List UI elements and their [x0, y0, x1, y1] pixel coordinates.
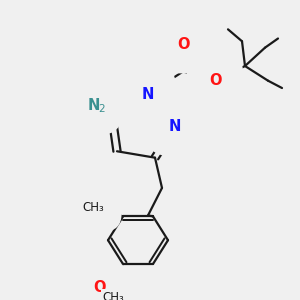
Text: O: O	[93, 280, 105, 296]
Text: O: O	[177, 37, 189, 52]
Text: H: H	[82, 90, 90, 103]
Text: N: N	[88, 98, 100, 113]
Text: N: N	[169, 119, 181, 134]
Text: CH₃: CH₃	[102, 290, 124, 300]
Text: 2: 2	[99, 104, 105, 114]
Text: N: N	[142, 87, 154, 102]
Text: CH₃: CH₃	[82, 201, 104, 214]
Text: O: O	[209, 73, 221, 88]
